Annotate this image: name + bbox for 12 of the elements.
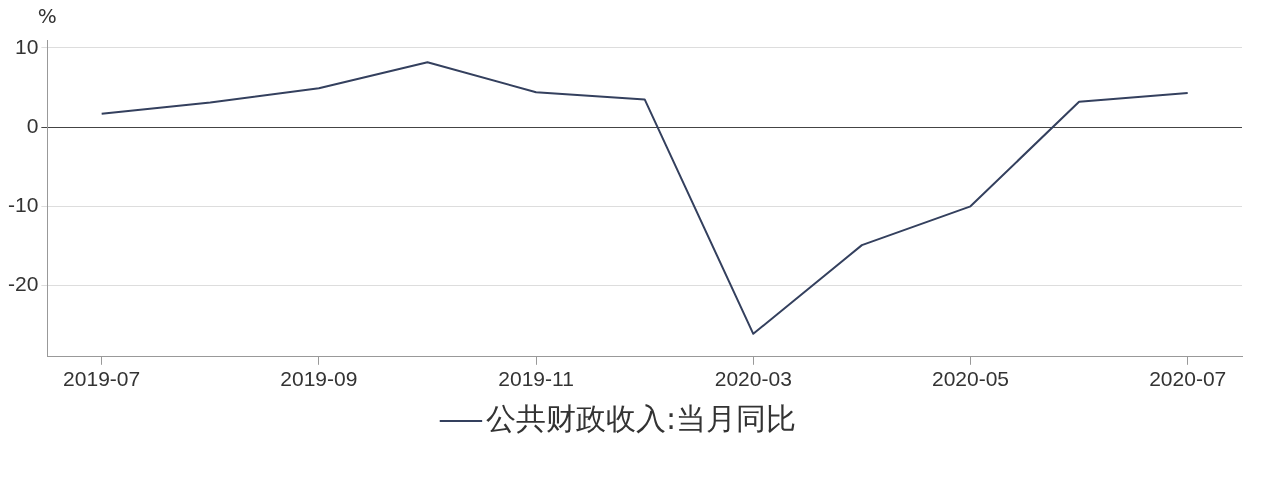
x-tick-label: 2019-11 xyxy=(498,367,574,391)
y-tick-label: -10 xyxy=(7,193,39,217)
x-tick-label: 2019-07 xyxy=(63,367,141,391)
x-tick-label: 2020-03 xyxy=(714,367,792,391)
y-tick-label: 0 xyxy=(26,113,39,137)
legend-label: 公共财政收入:当月同比 xyxy=(485,400,797,436)
y-tick-label: -20 xyxy=(7,272,39,296)
x-tick-label: 2020-05 xyxy=(931,367,1010,391)
x-tick-label: 2020-07 xyxy=(1149,367,1227,391)
y-axis-title: % xyxy=(37,4,57,29)
x-tick-label: 2019-09 xyxy=(280,367,358,391)
y-tick-label: 10 xyxy=(14,34,39,58)
